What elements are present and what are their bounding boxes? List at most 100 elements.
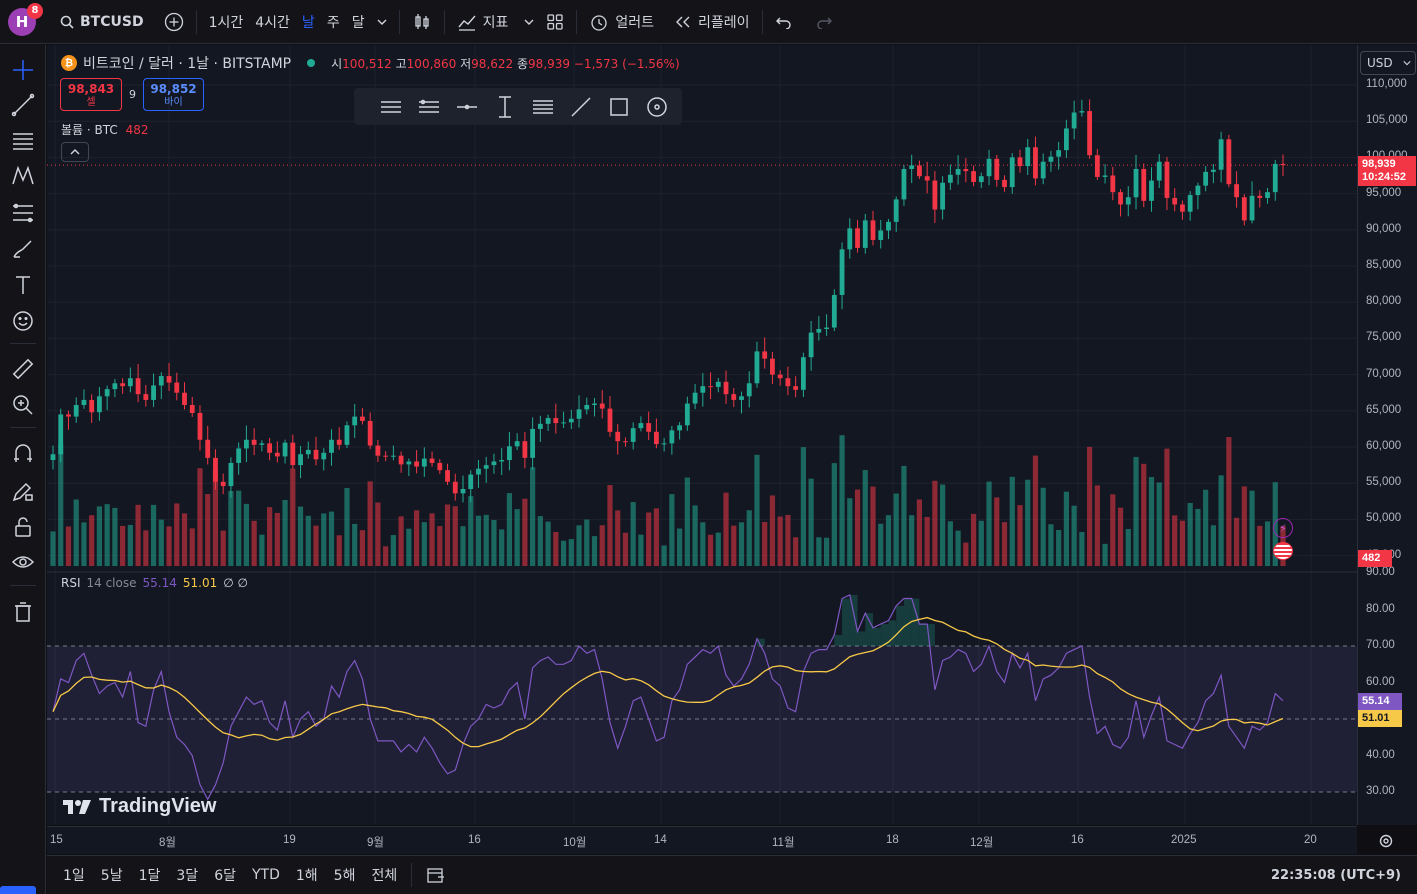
parallel-lines-tool[interactable] [524, 92, 562, 122]
horizontal-line-tool[interactable] [448, 92, 486, 122]
undo-button[interactable] [769, 6, 799, 38]
clock[interactable]: 22:35:08 (UTC+9) [1271, 867, 1401, 883]
interval-4h[interactable]: 4시간 [255, 14, 290, 31]
candle-body [1002, 179, 1007, 188]
candle-body [445, 470, 450, 482]
candle-body [994, 158, 1000, 180]
brush-icon [13, 240, 32, 258]
candle-body [143, 394, 149, 400]
rectangle-tool[interactable] [600, 92, 638, 122]
sell-button[interactable]: 98,843 셀 [60, 78, 122, 111]
compare-symbol-button[interactable] [158, 6, 190, 38]
line-segment-tool[interactable] [562, 92, 600, 122]
interval-1h[interactable]: 1시간 [208, 14, 244, 31]
channel-tool[interactable] [410, 92, 448, 122]
range-5y[interactable]: 5해 [333, 868, 356, 884]
volume-bar [530, 467, 536, 566]
volume-bar [313, 525, 319, 566]
range-1m[interactable]: 1달 [138, 868, 161, 884]
volume-bar [700, 522, 706, 566]
volume-bar [1257, 525, 1263, 566]
chevron-down-icon [1403, 61, 1411, 66]
lock-all-tool[interactable] [8, 512, 38, 542]
volume-bar [584, 519, 590, 566]
candle-body [746, 383, 752, 397]
volume-bar [940, 484, 946, 566]
ray-tool[interactable] [372, 92, 410, 122]
interval-week[interactable]: 주 [326, 14, 340, 31]
indicators-dropdown[interactable] [518, 6, 540, 38]
range-6m[interactable]: 6달 [214, 868, 236, 884]
horizontal-lines-tool[interactable] [8, 126, 38, 156]
volume-bar [421, 522, 427, 566]
chart-type-button[interactable] [406, 6, 438, 38]
emoji-tool[interactable] [8, 306, 38, 336]
corner-button[interactable] [0, 886, 36, 894]
range-all[interactable]: 전체 [371, 868, 398, 884]
collapse-legend-button[interactable] [61, 142, 89, 162]
volume-bar [58, 443, 64, 566]
range-ytd[interactable]: YTD [251, 867, 280, 883]
candle-body [576, 409, 582, 419]
layouts-button[interactable] [540, 6, 570, 38]
crosshair-tool[interactable] [8, 55, 38, 85]
range-3m[interactable]: 3달 [176, 868, 199, 884]
volume-bar [336, 535, 342, 566]
parallel-lines-icon [533, 99, 553, 114]
trend-line-tool[interactable] [8, 90, 38, 120]
indicators-button[interactable]: 지표 [451, 6, 515, 38]
interval-month[interactable]: 달 [351, 14, 365, 31]
chart-canvas[interactable] [47, 45, 1357, 825]
candle-body [205, 439, 211, 458]
magnet-tool[interactable] [8, 439, 38, 469]
us-flag-icon[interactable] [1273, 542, 1293, 560]
pattern-tool[interactable] [8, 161, 38, 191]
circle-tool[interactable] [638, 92, 676, 122]
volume-bar [475, 515, 482, 566]
volume-legend[interactable]: 볼륨 · BTC 482 [61, 121, 149, 138]
channel-icon [419, 99, 439, 113]
vertical-line-tool[interactable] [486, 92, 524, 122]
lock-drawing-tool[interactable] [8, 476, 38, 506]
range-1d[interactable]: 1일 [63, 868, 85, 884]
price-axis[interactable]: USD 110,000105,000100,00095,00090,00085,… [1357, 45, 1417, 825]
rsi-overbought-fill [857, 631, 866, 646]
candle-body [1265, 192, 1270, 198]
volume-bar [738, 522, 745, 566]
candle-body [731, 394, 737, 400]
remove-drawings-tool[interactable] [8, 597, 38, 627]
legend-title[interactable]: 비트코인 / 달러 · 1날 · BITSTAMP [83, 56, 292, 72]
range-1y[interactable]: 1해 [295, 868, 318, 884]
candle-body [158, 376, 164, 386]
chart-pane[interactable]: ₿ 비트코인 / 달러 · 1날 · BITSTAMP 시100,512 고10… [47, 45, 1357, 825]
candle-body [468, 474, 474, 489]
candle-body [267, 443, 273, 453]
interval-day[interactable]: 날 [301, 14, 315, 31]
divider [761, 9, 763, 34]
redo-button[interactable] [809, 6, 839, 38]
user-avatar[interactable]: H 8 [8, 2, 43, 36]
volume-value: 482 [125, 123, 149, 137]
zoom-tool[interactable] [8, 390, 38, 420]
hide-drawings-tool[interactable] [8, 547, 38, 577]
brush-tool[interactable] [8, 234, 38, 264]
ohlc-values: 시100,512 고100,860 저98,622 종98,939 −1,573… [331, 56, 680, 71]
goto-date-button[interactable] [418, 865, 454, 885]
candle-body [839, 249, 845, 295]
current-price-tag: 98,939 10:24:52 [1358, 156, 1416, 186]
alert-button[interactable]: 얼러트 [583, 6, 660, 38]
interval-dropdown[interactable] [371, 6, 393, 38]
currency-selector[interactable]: USD [1360, 51, 1416, 75]
symbol-search-button[interactable]: BTCUSD [54, 6, 150, 38]
range-5d[interactable]: 5날 [100, 868, 123, 884]
buy-button[interactable]: 98,852 바이 [143, 78, 204, 111]
event-lightning-icon[interactable]: ⚡ [1273, 518, 1293, 538]
replay-button[interactable]: 리플레이 [668, 6, 756, 38]
axis-settings-button[interactable] [1376, 831, 1396, 851]
text-tool[interactable] [8, 270, 38, 300]
rsi-legend[interactable]: RSI 14 close 55.14 51.01 ∅ ∅ [61, 576, 248, 590]
volume-bar [955, 530, 961, 566]
time-axis[interactable]: 15 8월 19 9월 16 10월 14 11월 18 12월 16 2025 20 [47, 826, 1357, 854]
measure-tool[interactable] [8, 354, 38, 384]
fib-tool[interactable] [8, 198, 38, 228]
